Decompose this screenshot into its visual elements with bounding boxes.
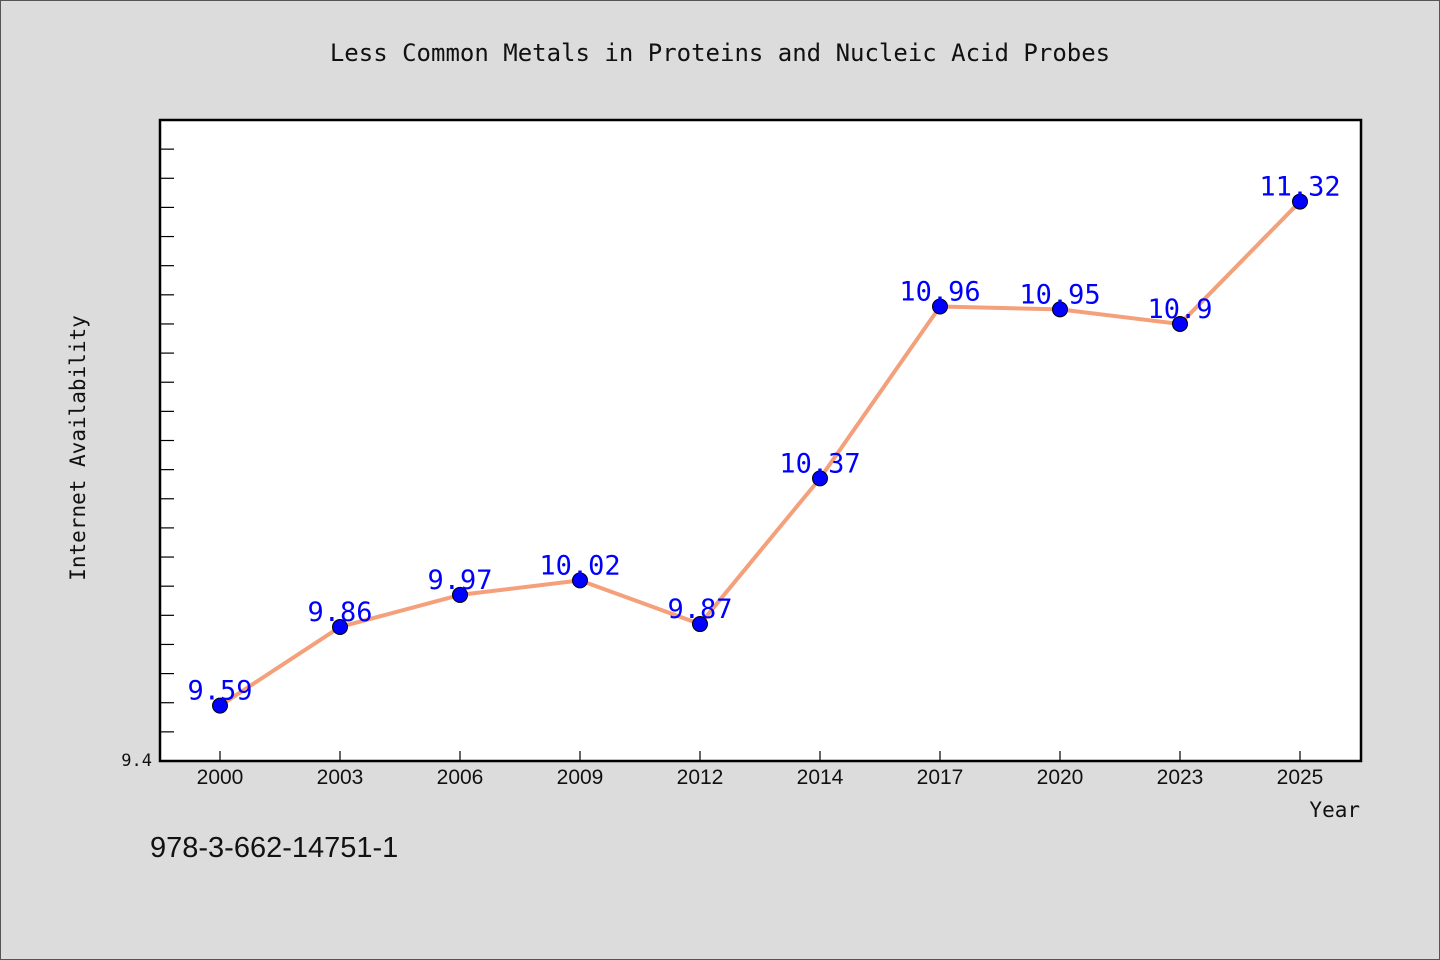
data-point — [692, 616, 708, 633]
y-axis-label: Internet Availability — [66, 315, 90, 581]
data-point — [212, 697, 228, 714]
x-tick-label: 2000 — [197, 766, 244, 789]
data-label: 9.97 — [427, 565, 492, 596]
data-label: 11.32 — [1259, 172, 1340, 203]
x-tick-label: 2003 — [317, 766, 364, 789]
data-point — [1172, 315, 1188, 332]
data-point — [572, 572, 588, 589]
data-label: 9.87 — [667, 594, 732, 625]
data-label: 10.9 — [1147, 294, 1212, 325]
series-group: 9.59 9.86 9.97 10.02 9.87 10.37 10.96 10.95 10.9… — [187, 172, 1341, 714]
x-tick-label: 2014 — [797, 766, 844, 789]
y-axis: 9.4 — [121, 119, 174, 771]
y-tick-label: 9.4 — [121, 751, 152, 771]
data-label: 9.86 — [307, 597, 372, 628]
x-tick-label: 2012 — [677, 766, 724, 789]
data-point — [1292, 193, 1308, 210]
x-tick-label: 2017 — [917, 766, 964, 789]
x-tick-label: 2006 — [437, 766, 484, 789]
x-tick-label: 2025 — [1277, 766, 1324, 789]
data-point — [332, 618, 348, 635]
x-tick-label: 2009 — [557, 766, 604, 789]
data-point — [1052, 301, 1068, 318]
x-tick-label: 2023 — [1157, 766, 1204, 789]
isbn-text: 978-3-662-14751-1 — [150, 832, 399, 864]
series-line — [218, 199, 1302, 708]
plot-area — [158, 118, 1363, 763]
data-label: 9.59 — [187, 676, 252, 707]
data-label: 10.37 — [779, 448, 860, 479]
x-tick-label: 2020 — [1037, 766, 1084, 789]
data-label: 10.02 — [539, 550, 620, 581]
x-axis-label: Year — [1309, 798, 1360, 822]
data-label: 10.95 — [1019, 279, 1100, 310]
data-point — [452, 586, 468, 603]
data-point — [812, 470, 828, 487]
data-point — [932, 298, 948, 315]
x-axis: 2000 2003 2006 2009 2012 2014 2017 2020 2023 2025 — [197, 751, 1324, 789]
data-label: 10.96 — [899, 276, 980, 307]
chart-title: Less Common Metals in Proteins and Nucle… — [330, 39, 1110, 67]
